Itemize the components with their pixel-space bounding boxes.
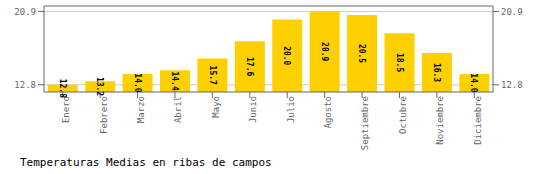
svg-text:12.8: 12.8	[14, 80, 36, 90]
svg-text:Enero: Enero	[61, 96, 71, 123]
svg-text:20.0: 20.0	[282, 46, 291, 65]
svg-text:14.0: 14.0	[469, 73, 478, 92]
svg-text:20.9: 20.9	[320, 42, 329, 61]
svg-text:14.0: 14.0	[133, 73, 142, 92]
svg-text:12.8: 12.8	[501, 80, 523, 90]
svg-text:20.9: 20.9	[14, 7, 36, 17]
svg-text:Diciembre: Diciembre	[473, 96, 483, 145]
svg-text:Abril: Abril	[173, 96, 183, 123]
svg-text:12.8: 12.8	[58, 79, 67, 98]
svg-text:Junio: Junio	[248, 96, 258, 123]
svg-text:20.5: 20.5	[357, 44, 366, 63]
svg-text:20.9: 20.9	[501, 7, 523, 17]
svg-text:Noviembre: Noviembre	[435, 96, 445, 145]
svg-text:Agosto: Agosto	[323, 96, 333, 129]
svg-text:14.4: 14.4	[170, 72, 179, 91]
svg-text:Marzo: Marzo	[136, 96, 146, 123]
svg-text:18.5: 18.5	[395, 53, 404, 72]
svg-text:13.2: 13.2	[95, 77, 104, 96]
html-text:Temperaturas Medias en ribas d: Temperaturas Medias en ribas de campos	[20, 156, 272, 169]
svg-text:17.6: 17.6	[245, 57, 254, 76]
svg-text:Octubre: Octubre	[398, 96, 408, 134]
svg-text:Septiembre: Septiembre	[360, 96, 370, 150]
svg-text:Julio: Julio	[286, 96, 296, 123]
svg-text:Mayo: Mayo	[211, 96, 221, 118]
svg-text:Febrero: Febrero	[99, 96, 109, 134]
svg-text:16.3: 16.3	[432, 63, 441, 82]
svg-text:15.7: 15.7	[208, 66, 217, 85]
